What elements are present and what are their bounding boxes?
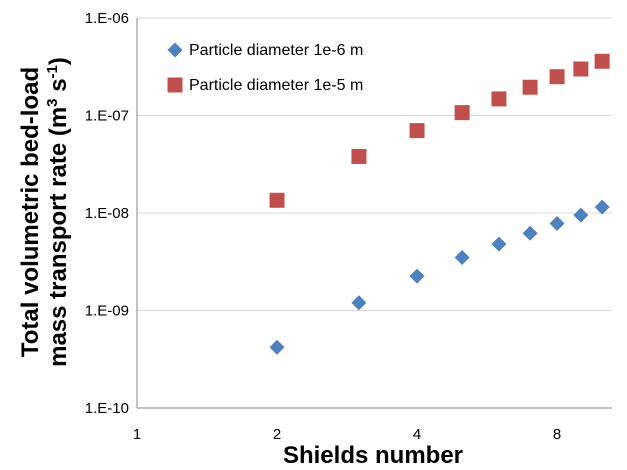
y-axis-title-line2: mass transport rate (m3 s-1) [44, 57, 72, 367]
data-point [454, 249, 470, 265]
data-point [549, 69, 565, 85]
legend-marker [167, 77, 183, 93]
data-points [269, 53, 610, 355]
legend-marker [167, 42, 183, 58]
legend-label: Particle diameter 1e-6 m [189, 42, 363, 59]
data-point [409, 268, 425, 284]
data-point [351, 295, 367, 311]
data-point [491, 91, 507, 107]
data-point [549, 216, 565, 232]
y-tick-label: 1.E-09 [85, 303, 129, 320]
legend-label: Particle diameter 1e-5 m [189, 77, 363, 94]
x-tick-label: 4 [413, 426, 421, 443]
tick-labels: 1.E-10 1.E-09 1.E-08 1.E-07 1.E-06 1 2 4 8 [85, 10, 561, 443]
x-tick-label: 1 [133, 426, 141, 443]
data-point [409, 123, 425, 139]
x-tick-label: 2 [273, 426, 281, 443]
data-point [491, 236, 507, 252]
data-point [594, 53, 610, 69]
data-point [269, 192, 285, 208]
data-point [573, 61, 589, 77]
y-tick-label: 1.E-06 [85, 10, 129, 27]
data-point [454, 105, 470, 121]
data-point [522, 225, 538, 241]
y-tick-label: 1.E-10 [85, 400, 129, 417]
axes [136, 18, 612, 409]
legend: Particle diameter 1e-6 m Particle diamete… [167, 42, 363, 94]
data-point [594, 199, 610, 215]
x-tick-label: 8 [553, 426, 561, 443]
y-axis-title-line1: Total volumetric bed-load [17, 67, 44, 357]
data-point [573, 207, 589, 223]
y-tick-label: 1.E-07 [85, 108, 129, 125]
y-tick-label: 1.E-08 [85, 205, 129, 222]
data-point [351, 148, 367, 164]
data-point [269, 339, 285, 355]
data-point [522, 79, 538, 95]
x-axis-title: Shields number [283, 442, 463, 469]
